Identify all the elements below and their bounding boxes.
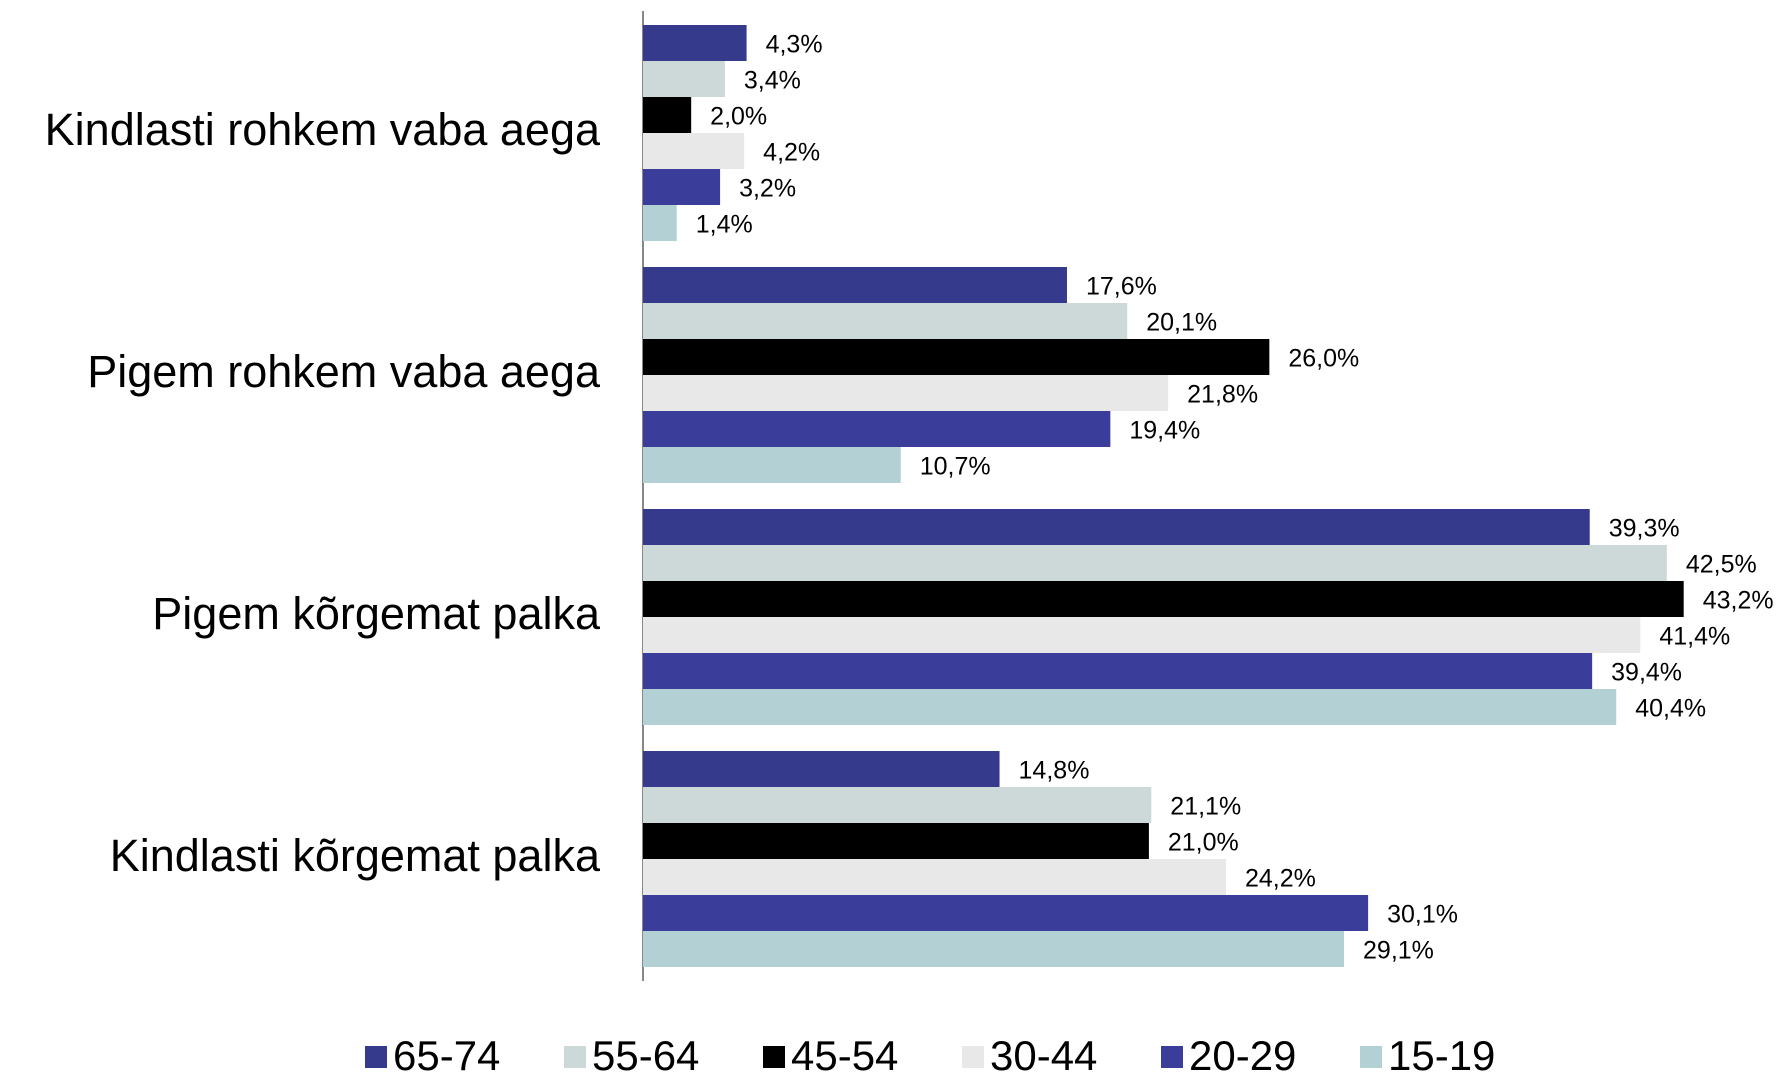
value-label: 3,4% [744,67,801,95]
value-label: 41,4% [1659,623,1730,651]
bar [643,823,1149,859]
value-label: 1,4% [696,211,753,239]
legend-label: 20-29 [1189,1032,1296,1078]
value-label: 21,1% [1170,793,1241,821]
legend-swatch [763,1046,785,1068]
value-label: 19,4% [1129,417,1200,445]
legend-label: 15-19 [1388,1032,1495,1078]
value-label: 2,0% [710,103,767,131]
bar [643,447,901,483]
bar [643,859,1226,895]
legend-label: 30-44 [990,1032,1097,1078]
bar [643,895,1369,931]
bar [643,25,747,61]
value-label: 42,5% [1686,551,1757,579]
category-label: Pigem kõrgemat palka [152,588,601,639]
bar [643,61,725,97]
bar [643,581,1684,617]
value-label: 26,0% [1288,345,1359,373]
category-label: Pigem rohkem vaba aega [87,346,601,397]
bar [643,169,721,205]
bar [643,303,1128,339]
legend-swatch [564,1046,586,1068]
bar [643,931,1345,967]
bar [643,787,1152,823]
legend-swatch [365,1046,387,1068]
bar [643,653,1593,689]
legend-swatch [1360,1046,1382,1068]
legend-swatch [1161,1046,1183,1068]
value-label: 40,4% [1635,695,1706,723]
value-label: 29,1% [1363,937,1434,965]
value-label: 4,3% [766,31,823,59]
legend-label: 55-64 [592,1032,699,1078]
value-label: 20,1% [1146,309,1217,337]
value-label: 10,7% [920,453,991,481]
value-label: 4,2% [763,139,820,167]
bar [643,267,1067,303]
bar [643,751,1000,787]
bar [643,545,1667,581]
value-label: 21,0% [1168,829,1239,857]
legend-swatch [962,1046,984,1068]
value-label: 24,2% [1245,865,1316,893]
value-label: 39,4% [1611,659,1682,687]
bar [643,97,692,133]
bar [643,509,1590,545]
bar [643,375,1169,411]
value-label: 30,1% [1387,901,1458,929]
bar [643,133,745,169]
value-label: 3,2% [739,175,796,203]
bar [643,205,677,241]
category-label: Kindlasti kõrgemat palka [110,830,601,881]
bar [643,689,1617,725]
legend-label: 45-54 [791,1032,898,1078]
bar [643,339,1270,375]
value-label: 21,8% [1187,381,1258,409]
category-label: Kindlasti rohkem vaba aega [45,104,601,155]
legend-label: 65-74 [393,1032,500,1078]
bar [643,411,1111,447]
value-label: 39,3% [1609,515,1680,543]
value-label: 14,8% [1019,757,1090,785]
bar [643,617,1641,653]
value-label: 43,2% [1703,587,1774,615]
value-label: 17,6% [1086,273,1157,301]
